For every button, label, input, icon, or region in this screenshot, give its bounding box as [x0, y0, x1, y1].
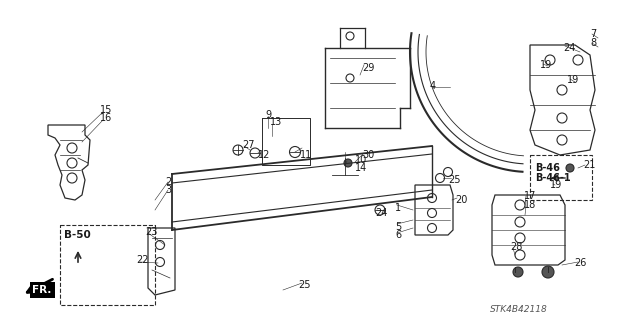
- Text: 6: 6: [395, 230, 401, 240]
- Text: 13: 13: [270, 117, 282, 127]
- Text: 7: 7: [590, 29, 596, 39]
- Text: 5: 5: [395, 222, 401, 232]
- Text: 25: 25: [298, 280, 310, 290]
- Text: 24: 24: [563, 43, 575, 53]
- Text: 24: 24: [375, 208, 387, 218]
- Circle shape: [344, 159, 352, 167]
- Text: STK4B42118: STK4B42118: [490, 306, 548, 315]
- Text: 27: 27: [242, 140, 255, 150]
- Text: B-46-1: B-46-1: [535, 173, 571, 183]
- Text: 9: 9: [265, 110, 271, 120]
- Text: 21: 21: [583, 160, 595, 170]
- Text: 4: 4: [430, 81, 436, 91]
- Text: 19: 19: [567, 75, 579, 85]
- Text: 18: 18: [524, 200, 536, 210]
- Text: B-50: B-50: [64, 230, 91, 240]
- Text: 17: 17: [524, 191, 536, 201]
- Circle shape: [566, 164, 574, 172]
- Text: 23: 23: [145, 227, 157, 237]
- Text: 30: 30: [362, 150, 374, 160]
- Text: 28: 28: [510, 242, 522, 252]
- Text: 14: 14: [355, 163, 367, 173]
- Text: 20: 20: [455, 195, 467, 205]
- Text: B-46: B-46: [535, 163, 560, 173]
- Text: 25: 25: [448, 175, 461, 185]
- Text: 2: 2: [165, 177, 172, 187]
- Text: 11: 11: [300, 150, 312, 160]
- Text: 29: 29: [362, 63, 374, 73]
- Text: 10: 10: [355, 155, 367, 165]
- Text: 22: 22: [136, 255, 148, 265]
- Text: 19: 19: [540, 60, 552, 70]
- Text: 26: 26: [574, 258, 586, 268]
- Text: 12: 12: [258, 150, 270, 160]
- Circle shape: [513, 267, 523, 277]
- Text: 15: 15: [100, 105, 113, 115]
- Text: 1: 1: [395, 203, 401, 213]
- Text: 8: 8: [590, 38, 596, 48]
- Text: 19: 19: [550, 180, 563, 190]
- Text: FR.: FR.: [32, 285, 52, 295]
- Text: 3: 3: [165, 185, 171, 195]
- Text: 16: 16: [100, 113, 112, 123]
- Circle shape: [542, 266, 554, 278]
